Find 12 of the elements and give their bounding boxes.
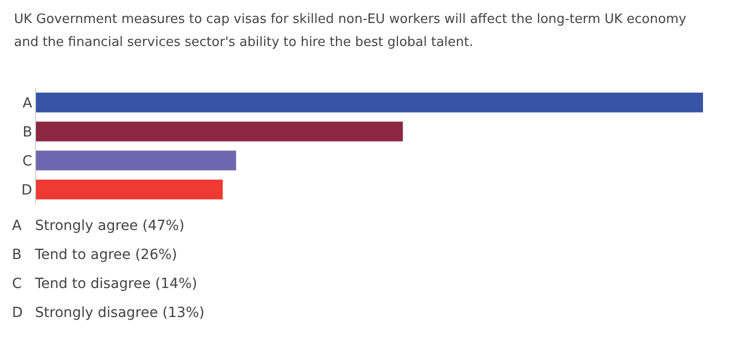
text: Tend to agree (26%) <box>35 247 178 263</box>
category-label: B <box>12 247 22 263</box>
y-tick-label: A <box>22 95 33 112</box>
chart-title: UK Government measures to cap visas for skilled non-EU workers will affect the long-term UK economy and the financial services sector's ability to hire the best global talent. <box>14 11 688 52</box>
y-tick-label: D <box>21 182 32 198</box>
text: Tend to disagree (14%) <box>35 276 198 292</box>
category-label: A <box>12 218 22 234</box>
text: Strongly disagree (13%) <box>35 305 204 321</box>
y-tick-label: B <box>22 124 32 140</box>
text: Strongly agree (47%) <box>35 218 184 234</box>
category-label: C <box>12 276 22 292</box>
y-tick-label: C <box>22 153 32 170</box>
